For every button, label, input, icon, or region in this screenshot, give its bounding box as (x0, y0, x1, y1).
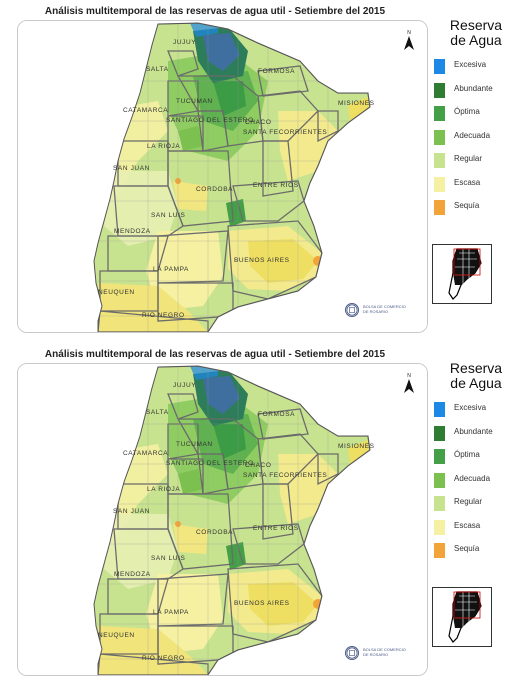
legend-swatch (434, 449, 445, 464)
legend-title: Reserva de Agua (449, 17, 503, 48)
inset-map (432, 244, 492, 304)
legend-item-sequia: Sequía (434, 542, 524, 566)
legend-item-excesiva: Excesiva (434, 58, 524, 82)
legend-item-regular: Regular (434, 152, 524, 176)
province-label-la-pampa: LA PAMPA (153, 609, 189, 616)
province-label-san-juan: SAN JUAN (113, 508, 150, 515)
legend-swatch (434, 200, 445, 215)
province-label-cordoba: CORDOBA (196, 186, 233, 193)
province-label-entre-rios: ENTRE RIOS (253, 525, 299, 532)
province-label-corrientes: SANTA FECORRIENTES (243, 472, 327, 479)
province-label-tucuman: TUCUMAN (176, 441, 213, 448)
province-label-mendoza: MENDOZA (114, 571, 151, 578)
bolsa-comercio-logo: BOLSA DE COMERCIO DE ROSARIO (345, 646, 407, 660)
province-label-santiago: SANTIAGO DEL ESTERO (166, 117, 254, 124)
map-title-1: Análisis multitemporal de las reservas d… (44, 6, 386, 17)
province-label-la-rioja: LA RIOJA (147, 143, 180, 150)
legend-swatch (434, 543, 445, 558)
legend-swatch (434, 59, 445, 74)
province-label-misiones: MISIONES (338, 100, 375, 107)
province-label-catamarca: CATAMARCA (123, 450, 168, 457)
province-label-entre-rios: ENTRE RIOS (253, 182, 299, 189)
legend-item-adecuada: Adecuada (434, 472, 524, 496)
map-frame-2: JUJUY SALTA FORMOSA TUCUMAN CATAMARCA CH… (17, 363, 428, 676)
province-label-formosa: FORMOSA (258, 411, 295, 418)
legend-item-optima: Óptima (434, 105, 524, 129)
province-label-salta: SALTA (146, 66, 169, 73)
argentina-inset-icon (448, 591, 482, 643)
legend-item-adecuada: Adecuada (434, 129, 524, 153)
province-label-corrientes: SANTA FECORRIENTES (243, 129, 327, 136)
province-label-cordoba: CORDOBA (196, 529, 233, 536)
legend-swatch (434, 176, 445, 192)
province-label-formosa: FORMOSA (258, 68, 295, 75)
legend-swatch (434, 425, 445, 441)
legend-item-abundante: Abundante (434, 425, 524, 449)
inset-map (432, 587, 492, 647)
province-label-la-rioja: LA RIOJA (147, 486, 180, 493)
province-label-jujuy: JUJUY (173, 39, 196, 46)
legend-swatch (434, 82, 445, 98)
map-panel-2: Análisis multitemporal de las reservas d… (0, 343, 527, 683)
legend: Excesiva Abundante Óptima Adecuada Regul… (434, 401, 524, 566)
map-2: JUJUY SALTA FORMOSA TUCUMAN CATAMARCA CH… (18, 364, 427, 675)
province-label-neuquen: NEUQUEN (98, 632, 135, 639)
legend-title: Reserva de Agua (449, 360, 503, 391)
north-arrow-icon: N (402, 30, 416, 52)
province-label-la-pampa: LA PAMPA (153, 266, 189, 273)
province-label-buenos-aires: BUENOS AIRES (234, 600, 290, 607)
province-label-jujuy: JUJUY (173, 382, 196, 389)
province-label-san-juan: SAN JUAN (113, 165, 150, 172)
province-label-rio-negro: RIO NEGRO (142, 655, 185, 662)
legend-item-abundante: Abundante (434, 82, 524, 106)
province-label-neuquen: NEUQUEN (98, 289, 135, 296)
north-arrow-icon: N (402, 373, 416, 395)
province-label-santiago: SANTIAGO DEL ESTERO (166, 460, 254, 467)
province-label-san-luis: SAN LUIS (151, 212, 185, 219)
legend-swatch (434, 402, 445, 417)
province-label-catamarca: CATAMARCA (123, 107, 168, 114)
bolsa-comercio-logo: BOLSA DE COMERCIO DE ROSARIO (345, 303, 407, 317)
legend-item-optima: Óptima (434, 448, 524, 472)
map-panel-1: Análisis multitemporal de las reservas d… (0, 0, 527, 340)
province-label-chaco: CHACO (245, 462, 271, 469)
province-label-buenos-aires: BUENOS AIRES (234, 257, 290, 264)
legend-item-escasa: Escasa (434, 519, 524, 543)
province-label-mendoza: MENDOZA (114, 228, 151, 235)
province-label-chaco: CHACO (245, 119, 271, 126)
legend-swatch (434, 106, 445, 121)
map-title-2: Análisis multitemporal de las reservas d… (44, 349, 386, 360)
province-label-rio-negro: RIO NEGRO (142, 312, 185, 319)
map-frame-1: JUJUY SALTA FORMOSA TUCUMAN CATAMARCA CH… (17, 20, 428, 333)
legend: Excesiva Abundante Óptima Adecuada Regul… (434, 58, 524, 223)
province-label-tucuman: TUCUMAN (176, 98, 213, 105)
legend-swatch (434, 153, 445, 168)
legend-item-regular: Regular (434, 495, 524, 519)
legend-item-excesiva: Excesiva (434, 401, 524, 425)
province-label-salta: SALTA (146, 409, 169, 416)
province-label-san-luis: SAN LUIS (151, 555, 185, 562)
legend-swatch (434, 496, 445, 511)
legend-item-escasa: Escasa (434, 176, 524, 200)
province-label-misiones: MISIONES (338, 443, 375, 450)
legend-item-sequia: Sequía (434, 199, 524, 223)
argentina-inset-icon (448, 248, 482, 300)
legend-swatch (434, 519, 445, 535)
legend-swatch (434, 129, 445, 145)
legend-swatch (434, 472, 445, 488)
map-1: JUJUY SALTA FORMOSA TUCUMAN CATAMARCA CH… (18, 21, 427, 332)
